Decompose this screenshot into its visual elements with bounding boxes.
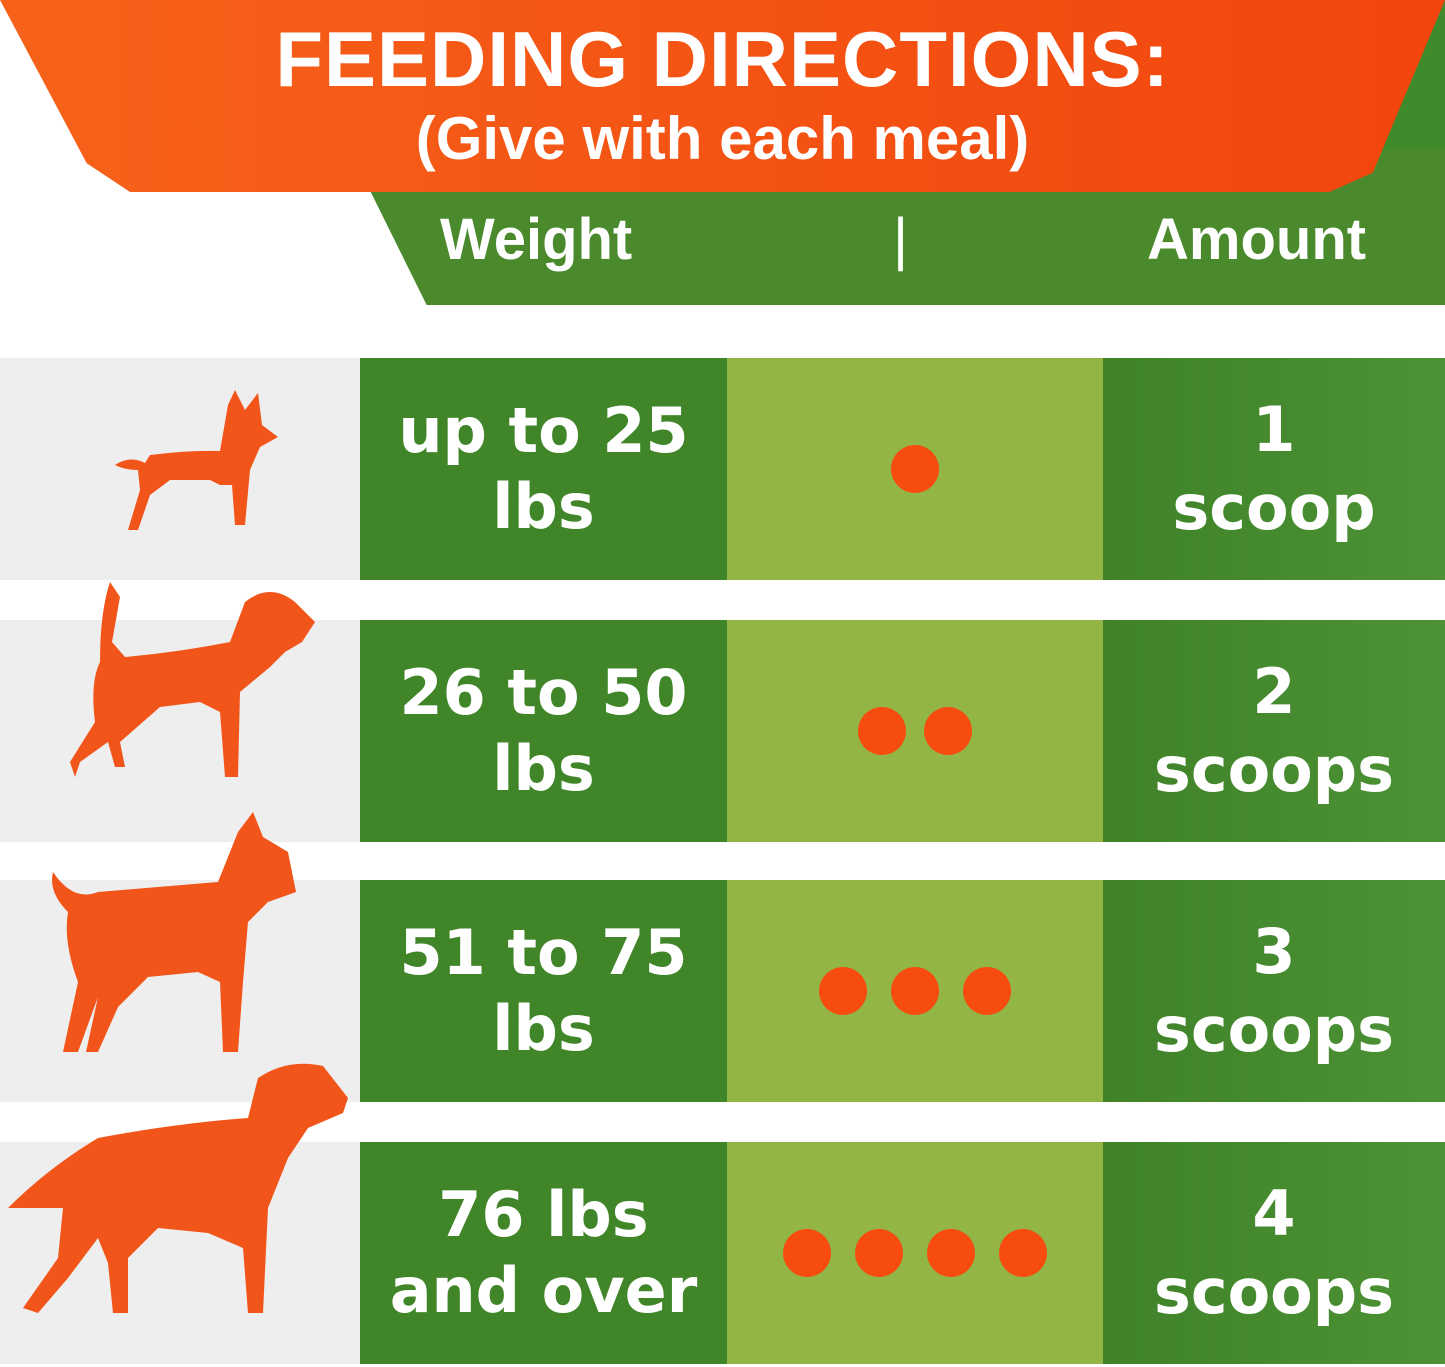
scoop-dot-icon [783, 1229, 831, 1277]
feeding-row: 76 lbs and over 4 scoops [0, 1142, 1445, 1364]
amount-number: 1 [1252, 393, 1296, 466]
large-dog-icon [52, 812, 296, 1052]
weight-cell: up to 25 lbs [360, 358, 727, 580]
scoop-dot-icon [927, 1229, 975, 1277]
amount-unit: scoops [1153, 733, 1395, 806]
weight-label: 76 lbs and over [389, 1178, 698, 1327]
weight-cell: 26 to 50 lbs [360, 620, 727, 842]
scoop-dots [727, 1142, 1103, 1364]
scoop-dots [727, 358, 1103, 580]
scoop-dot-icon [999, 1229, 1047, 1277]
amount-number: 4 [1252, 1177, 1296, 1250]
amount-unit: scoops [1153, 1255, 1395, 1328]
page-subtitle: (Give with each meal) [415, 105, 1030, 172]
amount-unit: scoop [1172, 471, 1376, 544]
scoop-dot-icon [819, 967, 867, 1015]
feeding-row: 26 to 50 lbs 2 scoops [0, 620, 1445, 842]
feeding-row: up to 25 lbs 1 scoop [0, 358, 1445, 580]
title-banner [0, 0, 1445, 192]
page-title: FEEDING DIRECTIONS: [275, 15, 1170, 103]
amount-column-header: Amount [1147, 207, 1367, 272]
weight-label: 26 to 50 lbs [399, 656, 688, 805]
amount-unit: scoops [1153, 993, 1395, 1066]
amount-cell: 4 scoops [1103, 1142, 1445, 1364]
scoop-dot-icon [891, 445, 939, 493]
amount-cell: 3 scoops [1103, 880, 1445, 1102]
column-separator: | [893, 207, 909, 272]
weight-cell: 76 lbs and over [360, 1142, 727, 1364]
medium-dog-icon [70, 582, 315, 777]
scoop-dot-icon [924, 707, 972, 755]
scoop-dot-icon [891, 967, 939, 1015]
weight-label: up to 25 lbs [398, 394, 689, 543]
amount-cell: 1 scoop [1103, 358, 1445, 580]
small-dog-icon [115, 390, 278, 530]
amount-number: 2 [1252, 655, 1296, 728]
scoop-dot-icon [855, 1229, 903, 1277]
amount-cell: 2 scoops [1103, 620, 1445, 842]
scoop-dots [727, 620, 1103, 842]
weight-label: 51 to 75 lbs [399, 916, 688, 1065]
scoop-dot-icon [963, 967, 1011, 1015]
scoop-dot-icon [858, 707, 906, 755]
extra-large-dog-icon [8, 1063, 348, 1313]
scoop-dots [727, 880, 1103, 1102]
weight-cell: 51 to 75 lbs [360, 880, 727, 1102]
feeding-row: 51 to 75 lbs 3 scoops [0, 880, 1445, 1102]
weight-column-header: Weight [440, 207, 633, 272]
amount-number: 3 [1252, 915, 1296, 988]
